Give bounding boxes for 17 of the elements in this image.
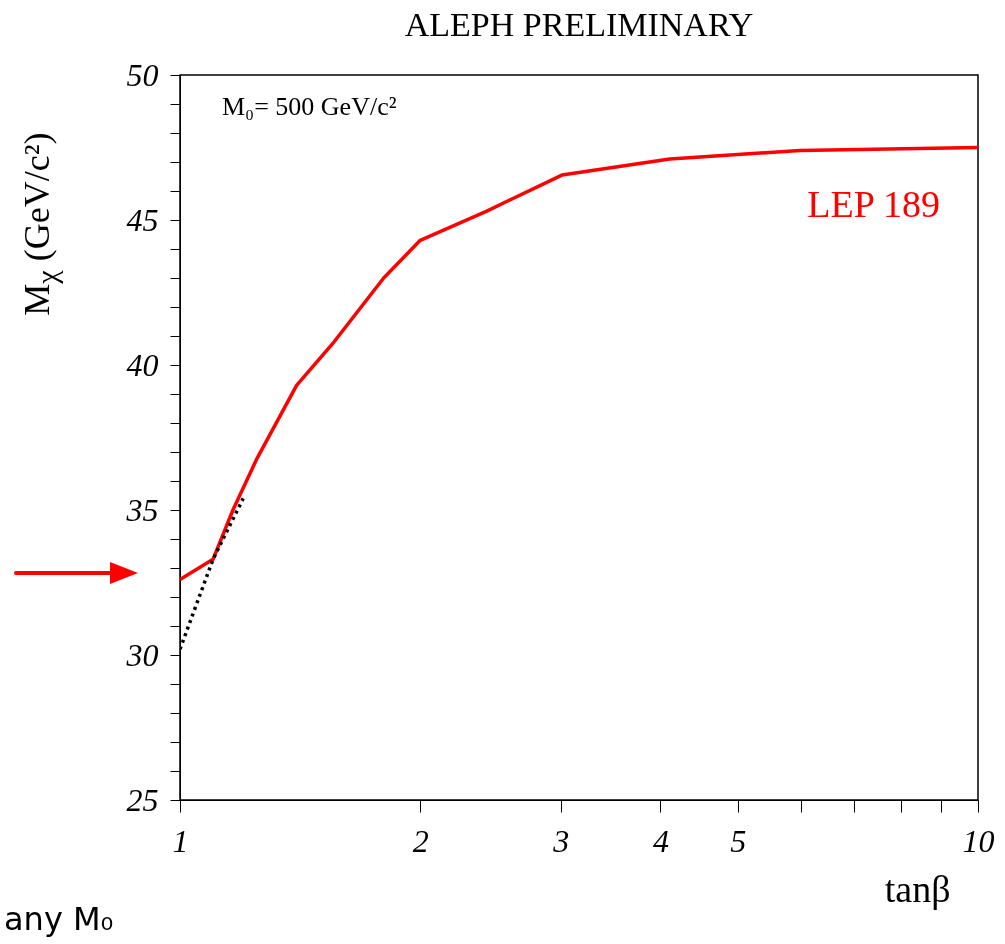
y-tick-label: 30 [125, 636, 159, 673]
x-tick-label: 5 [730, 822, 747, 859]
text: any M₀ [4, 900, 114, 938]
y-tick-label: 50 [126, 56, 159, 93]
x-tick-label: 4 [652, 822, 669, 859]
y-tick-label: 35 [125, 491, 159, 528]
chart-title: ALEPH PRELIMINARY [404, 6, 754, 43]
series-label: LEP 189 [807, 182, 940, 225]
x-axis-title: tanβ [884, 867, 951, 910]
y-tick-label: 25 [126, 781, 159, 818]
y-tick-label: 40 [126, 346, 159, 383]
x-tick-label: 3 [552, 822, 570, 859]
x-tick-label: 2 [412, 822, 429, 859]
x-tick-label: 10 [962, 822, 995, 859]
annotation: M₀= 500 GeV/c² [222, 92, 397, 122]
y-tick-label: 45 [126, 201, 159, 238]
x-tick-label: 1 [172, 822, 189, 859]
